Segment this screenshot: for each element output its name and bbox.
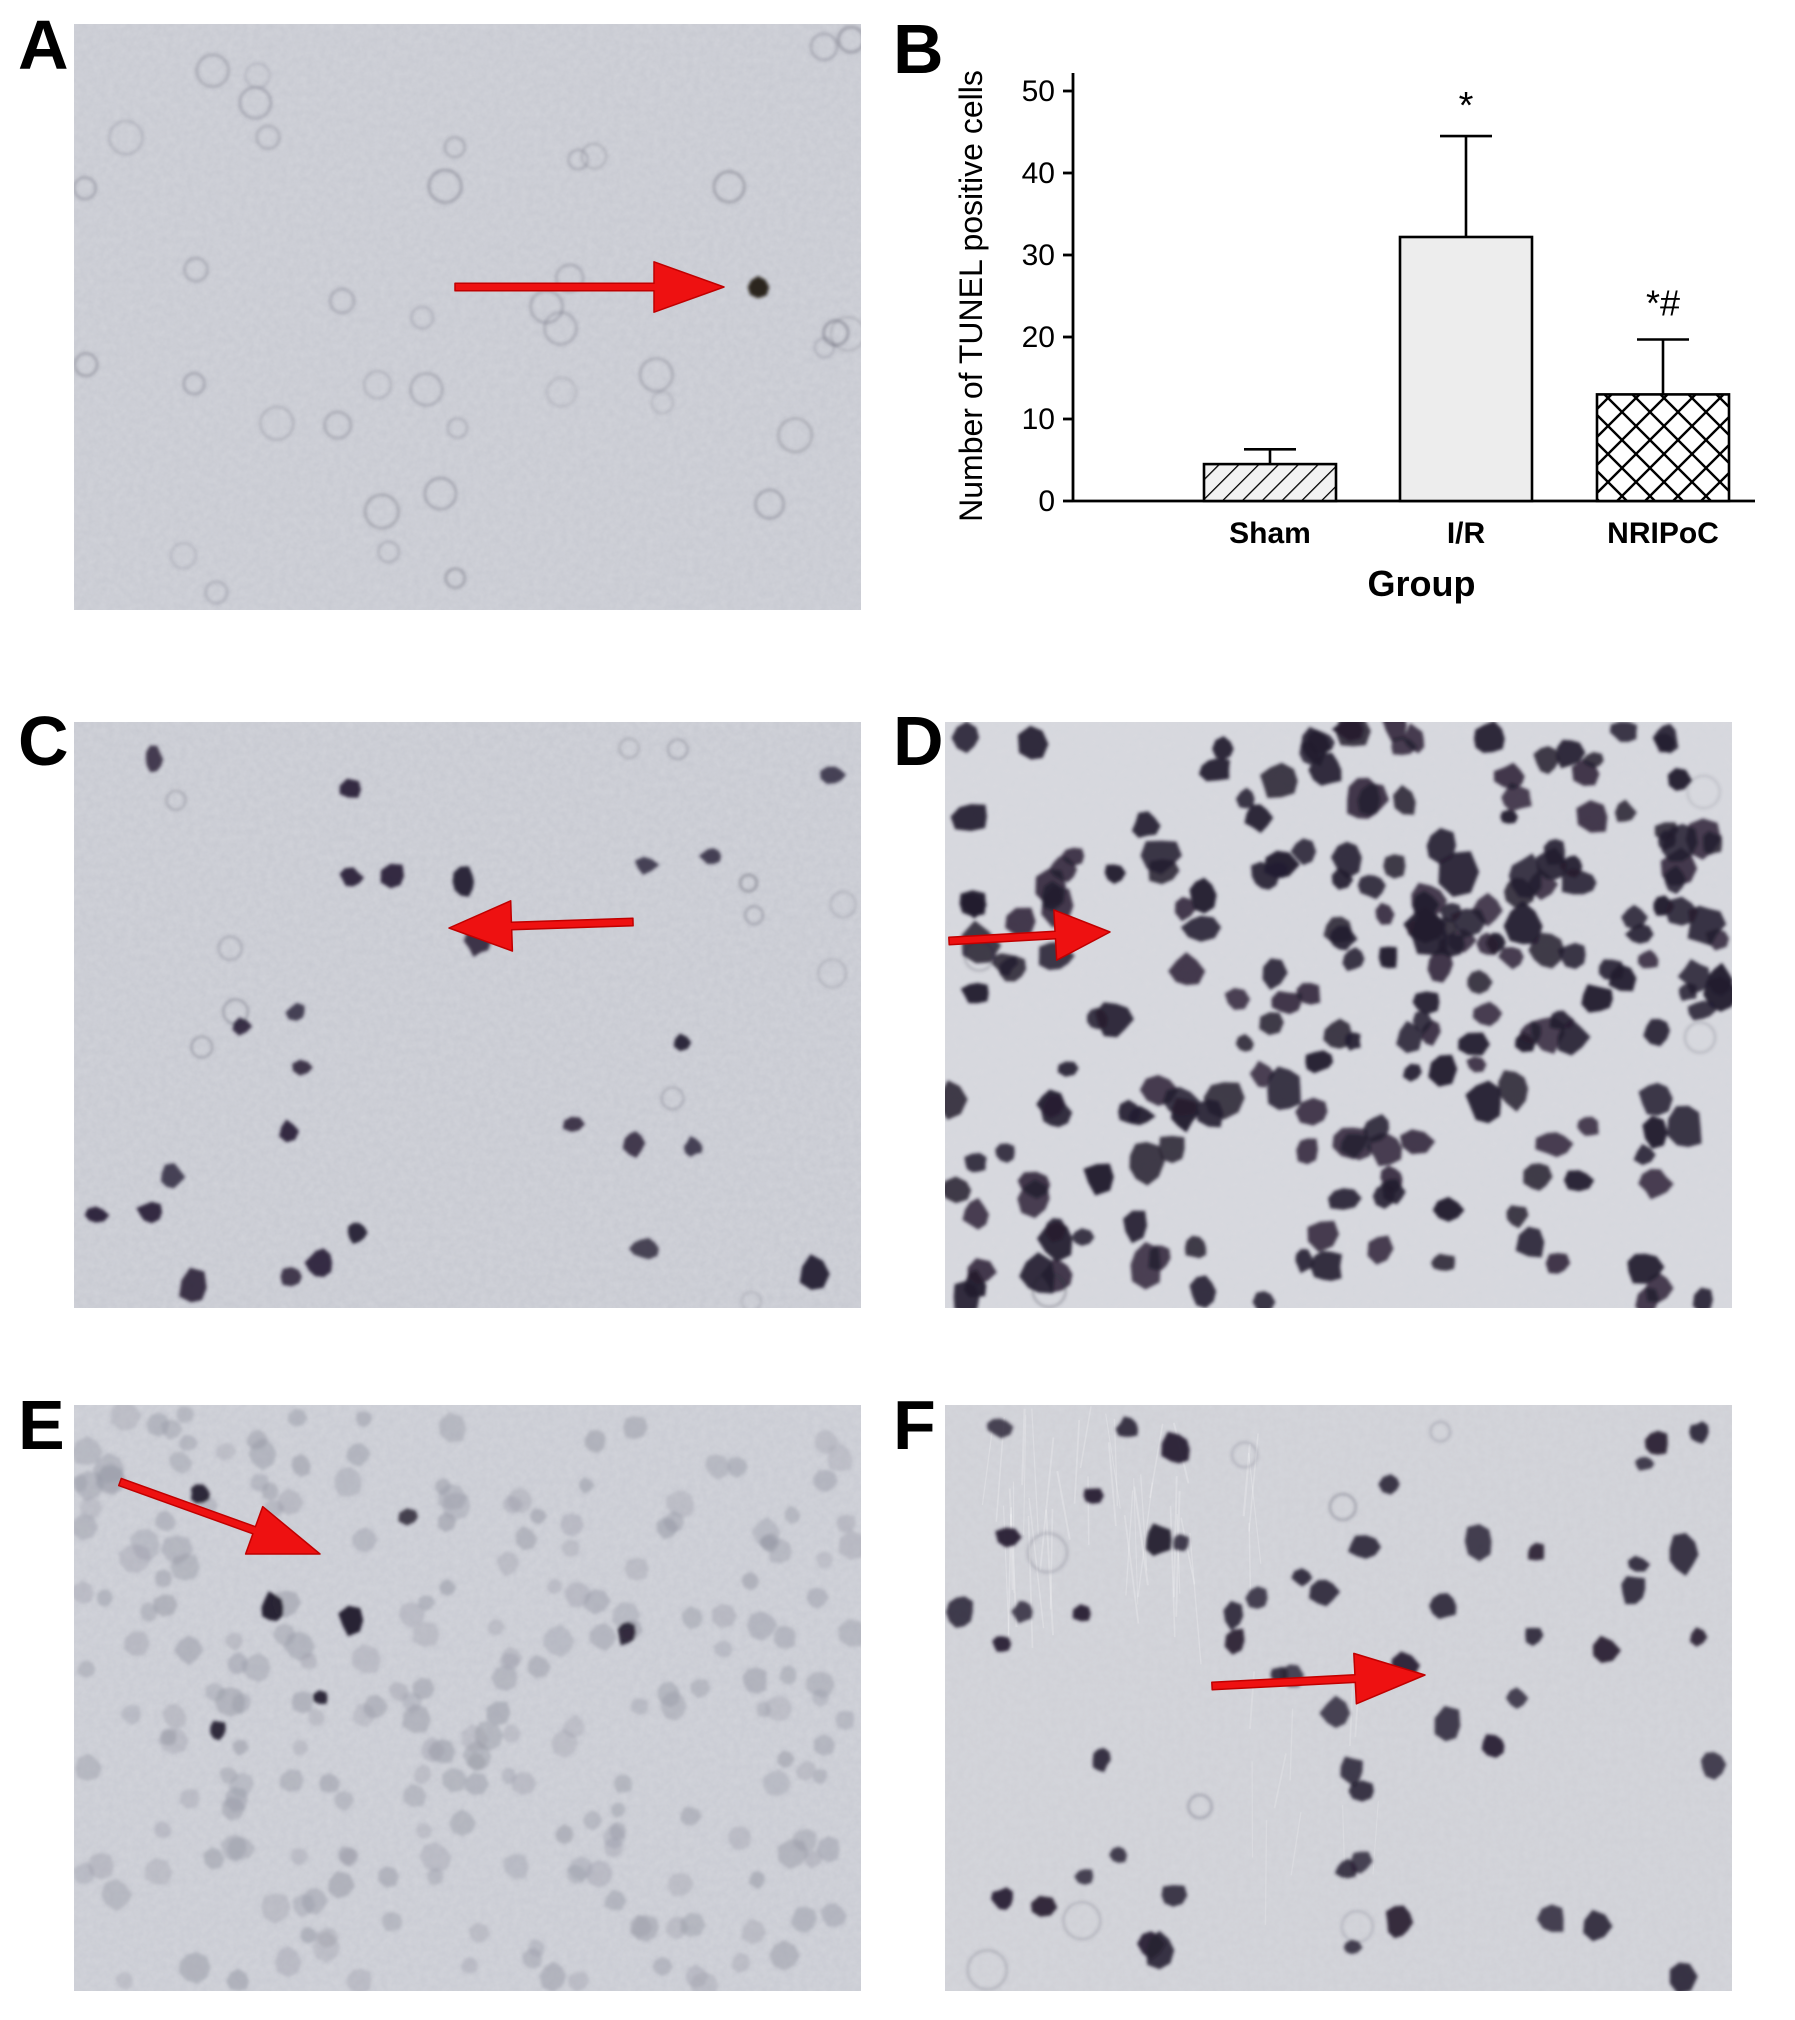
svg-text:Number of TUNEL positive cells: Number of TUNEL positive cells: [953, 70, 989, 522]
svg-text:NRIPoC: NRIPoC: [1607, 517, 1719, 550]
svg-text:Group: Group: [1368, 563, 1476, 604]
svg-text:I/R: I/R: [1447, 517, 1486, 550]
svg-text:0: 0: [1038, 485, 1055, 518]
svg-text:*: *: [1459, 85, 1474, 127]
svg-text:30: 30: [1022, 239, 1055, 272]
svg-text:20: 20: [1022, 321, 1055, 354]
svg-text:50: 50: [1022, 75, 1055, 108]
svg-text:Sham: Sham: [1229, 517, 1311, 550]
svg-text:40: 40: [1022, 157, 1055, 190]
svg-text:*#: *#: [1646, 282, 1680, 323]
svg-text:10: 10: [1022, 403, 1055, 436]
